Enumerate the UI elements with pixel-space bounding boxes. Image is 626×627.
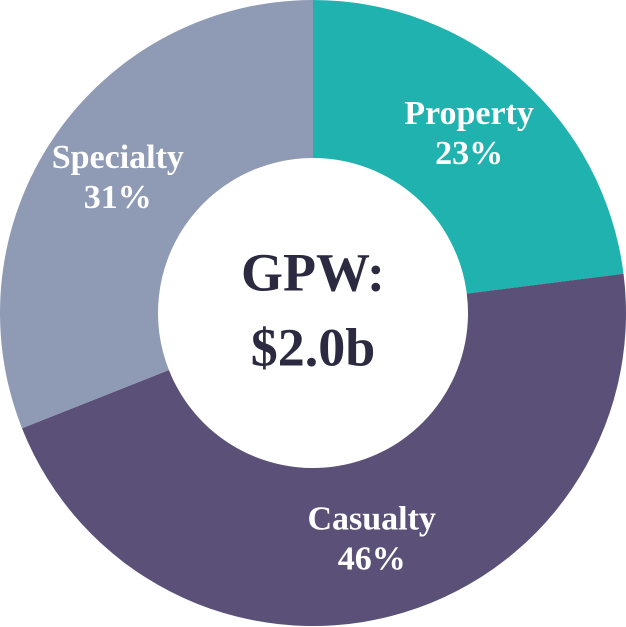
slice-label: Specialty	[52, 139, 184, 176]
value-label: 23%	[435, 135, 503, 172]
slice	[0, 0, 313, 429]
slice	[313, 0, 624, 294]
center-text: $2.0b	[251, 317, 376, 377]
value-label: 31%	[84, 179, 152, 216]
value-label: 46%	[338, 540, 406, 577]
center-text: GPW:	[241, 242, 385, 302]
slice-label: Casualty	[307, 500, 435, 537]
slice-label: Property	[404, 95, 534, 132]
slice	[21, 273, 626, 626]
